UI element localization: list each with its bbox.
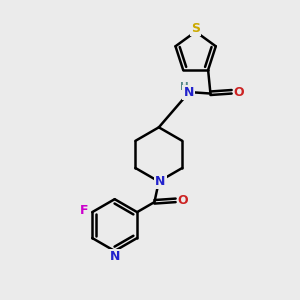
- Text: F: F: [80, 204, 88, 217]
- Text: N: N: [110, 250, 120, 263]
- Text: O: O: [178, 194, 188, 207]
- Text: H: H: [181, 82, 189, 92]
- Text: S: S: [191, 22, 200, 35]
- Text: N: N: [155, 175, 166, 188]
- Text: N: N: [184, 86, 194, 99]
- Text: O: O: [234, 85, 244, 99]
